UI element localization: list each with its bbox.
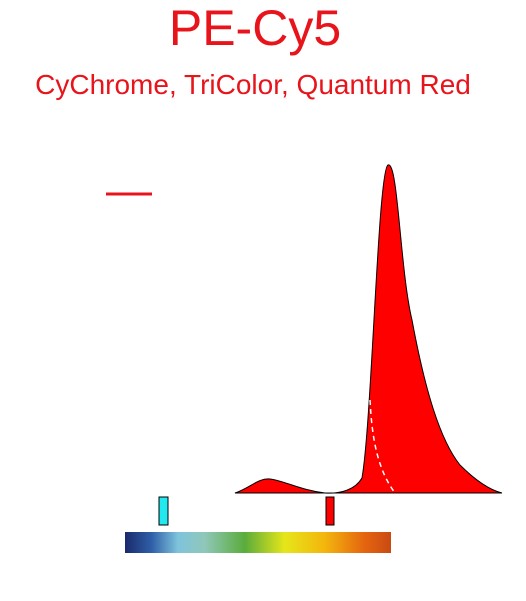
laser-marker: [325, 496, 335, 526]
chart-title: PE-Cy5: [169, 0, 341, 56]
chart-subtitle: CyChrome, TriColor, Quantum Red: [35, 69, 471, 100]
color-bar: [125, 532, 391, 553]
emission-curve: [234, 164, 503, 494]
laser-marker: [158, 496, 169, 526]
excitation-curve: [369, 399, 396, 494]
